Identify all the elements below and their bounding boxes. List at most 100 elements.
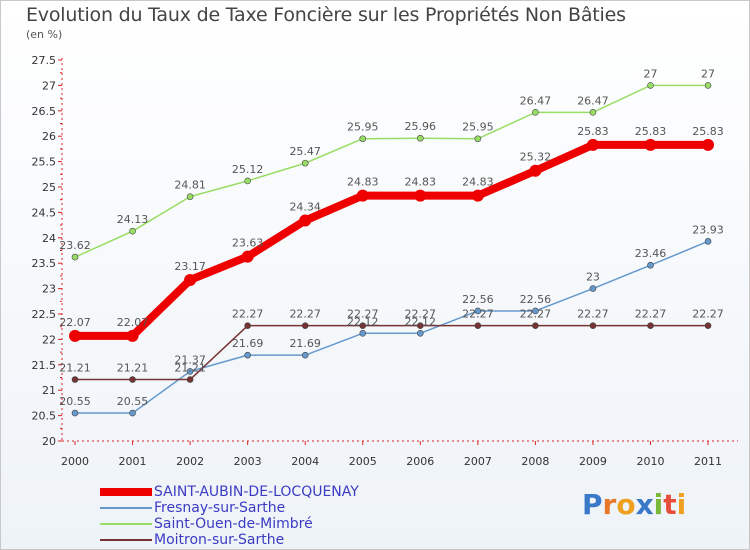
data-point [359, 135, 367, 143]
legend-label: Fresnay-sur-Sarthe [154, 500, 286, 516]
data-point [301, 322, 309, 329]
data-point [589, 109, 597, 116]
data-label: 21.69 [289, 337, 321, 350]
x-tick-label: 2007 [464, 455, 492, 468]
data-label: 23.62 [59, 239, 91, 252]
data-point [359, 330, 367, 337]
y-tick-label: 27 [42, 79, 56, 92]
data-label: 21.21 [174, 362, 206, 375]
x-tick-label: 2010 [637, 455, 665, 468]
data-label: 25.83 [635, 125, 667, 138]
data-label: 21.37 [174, 353, 206, 366]
data-point [129, 227, 136, 235]
data-point [644, 138, 657, 151]
y-tick-label: 25 [42, 181, 56, 194]
data-point [359, 322, 367, 329]
data-label: 25.83 [577, 125, 609, 138]
y-tick-label: 23 [42, 283, 56, 296]
data-point [186, 376, 194, 383]
data-point [241, 250, 254, 263]
data-label: 23.17 [174, 260, 206, 273]
data-label: 22.56 [520, 293, 552, 306]
data-label: 22.12 [347, 315, 379, 328]
data-point [416, 322, 424, 329]
data-label: 22.07 [117, 316, 149, 329]
y-tick-label: 22 [42, 333, 56, 346]
data-point [702, 138, 715, 151]
series-line-1 [74, 240, 709, 414]
data-label: 25.95 [347, 121, 379, 134]
data-label: 24.83 [462, 176, 494, 189]
data-point [532, 307, 539, 315]
data-label: 20.55 [117, 395, 149, 408]
data-point [186, 368, 194, 375]
x-tick-label: 2006 [406, 455, 434, 468]
x-tick-label: 2000 [61, 455, 89, 468]
data-point [471, 189, 484, 202]
proxiti-logo: Proxiti [582, 488, 687, 521]
y-tick-label: 24.5 [32, 206, 57, 219]
y-tick-label: 21.5 [32, 359, 57, 372]
legend-swatch [100, 507, 152, 509]
legend-label: SAINT-AUBIN-DE-LOCQUENAY [154, 484, 359, 500]
data-label: 26.47 [577, 94, 609, 107]
data-label: 22.27 [289, 308, 321, 321]
data-label: 22.27 [577, 308, 609, 321]
data-point [301, 159, 309, 167]
x-tick-label: 2002 [176, 455, 204, 468]
data-label: 21.21 [117, 362, 149, 375]
y-tick-label: 23.5 [32, 257, 57, 270]
data-label: 25.83 [692, 125, 724, 138]
x-tick-label: 2003 [234, 455, 262, 468]
data-point [647, 82, 654, 89]
data-point [71, 376, 79, 383]
data-point [184, 273, 197, 286]
data-label: 26.47 [520, 94, 552, 107]
data-label: 23.46 [635, 247, 667, 260]
legend-swatch [100, 488, 152, 496]
data-point [129, 376, 136, 383]
x-tick-label: 2009 [579, 455, 607, 468]
data-label: 24.83 [405, 176, 437, 189]
legend-label: Saint-Ouen-de-Mimbré [154, 516, 313, 532]
data-label: 22.27 [405, 308, 437, 321]
data-label: 22.27 [232, 308, 264, 321]
x-tick-label: 2008 [521, 455, 549, 468]
data-point [186, 193, 194, 200]
data-point [586, 138, 599, 151]
legend-swatch [100, 523, 152, 525]
data-point [301, 351, 309, 359]
data-point [356, 189, 369, 202]
data-label: 24.34 [289, 201, 321, 214]
y-tick-label: 25.5 [32, 156, 57, 169]
data-label: 25.12 [232, 163, 264, 176]
x-tick-label: 2005 [349, 455, 377, 468]
x-tick-label: 2011 [694, 455, 722, 468]
legend-swatch [100, 539, 152, 541]
data-label: 23.93 [692, 223, 724, 236]
data-label: 22.12 [405, 315, 437, 328]
data-label: 25.47 [289, 145, 321, 158]
data-label: 25.96 [405, 120, 437, 133]
chart-title: Evolution du Taux de Taxe Foncière sur l… [26, 4, 626, 26]
series-line-2 [74, 84, 709, 258]
legend-label: Moitron-sur-Sarthe [154, 532, 285, 548]
data-point [704, 322, 712, 329]
data-point [416, 330, 424, 337]
data-point [589, 322, 597, 329]
x-tick-label: 2004 [291, 455, 319, 468]
data-label: 25.32 [520, 151, 552, 164]
data-point [244, 351, 251, 359]
data-label: 23.63 [232, 237, 264, 250]
data-point [474, 322, 482, 329]
data-point [244, 177, 251, 185]
data-label: 22.27 [462, 308, 494, 321]
data-label: 21.21 [59, 362, 91, 375]
data-label: 21.69 [232, 337, 264, 350]
data-label: 23 [586, 271, 600, 284]
data-point [532, 322, 539, 329]
data-point [129, 409, 136, 417]
data-label: 22.27 [692, 308, 724, 321]
data-point [589, 285, 597, 292]
